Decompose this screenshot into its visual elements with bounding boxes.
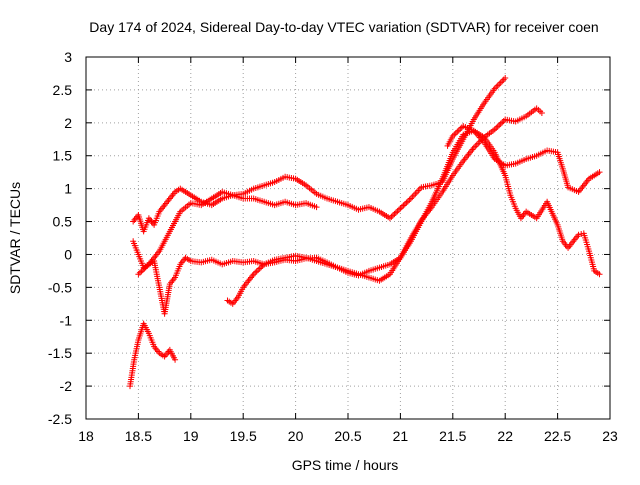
data-point xyxy=(449,132,456,139)
data-point-trail xyxy=(142,264,149,271)
data-point-trail xyxy=(141,265,148,272)
x-tick-label: 22 xyxy=(497,428,513,444)
data-point-trail xyxy=(139,266,146,273)
y-tick-label: 0.5 xyxy=(53,214,73,230)
chart-title: Day 174 of 2024, Sidereal Day-to-day VTE… xyxy=(89,19,598,35)
data-point xyxy=(250,271,257,278)
data-point-trail xyxy=(394,208,401,215)
data-point-trail xyxy=(392,209,399,216)
data-point-trail xyxy=(398,203,405,210)
y-tick-label: 0 xyxy=(64,246,72,262)
data-point-trail xyxy=(457,125,464,132)
data-point xyxy=(596,169,603,176)
y-tick-label: -0.5 xyxy=(48,279,72,295)
data-point-trail xyxy=(406,196,413,203)
x-tick-label: 18.5 xyxy=(125,428,152,444)
y-tick-label: -1.5 xyxy=(48,345,72,361)
satellite-track-5 xyxy=(224,105,545,307)
data-points xyxy=(127,75,603,390)
satellite-track-6 xyxy=(313,127,603,279)
x-tick-label: 20 xyxy=(288,428,304,444)
data-point-trail xyxy=(403,199,410,206)
x-tick-label: 21.5 xyxy=(439,428,466,444)
y-tick-label: 1.5 xyxy=(53,148,73,164)
x-tick-label: 19 xyxy=(183,428,199,444)
satellite-track-4 xyxy=(135,75,509,278)
data-point xyxy=(575,231,582,238)
data-point-trail xyxy=(252,269,259,276)
data-point-trail xyxy=(255,266,262,273)
y-tick-label: 3 xyxy=(64,49,72,65)
grid xyxy=(86,57,610,419)
data-point-trail xyxy=(401,201,408,208)
data-point-trail xyxy=(452,130,459,137)
satellite-track-3 xyxy=(130,185,320,235)
data-point-trail xyxy=(451,131,458,138)
x-tick-label: 20.5 xyxy=(334,428,361,444)
data-point-trail xyxy=(259,262,266,269)
y-tick-label: -2.5 xyxy=(48,411,72,427)
y-axis-label: SDTVAR / TECUs xyxy=(7,182,23,294)
data-point-trail xyxy=(400,202,407,209)
data-point-trail xyxy=(494,123,501,130)
y-tick-label: 1 xyxy=(64,181,72,197)
data-point-trail xyxy=(389,212,396,219)
data-point-trail xyxy=(395,206,402,213)
data-point xyxy=(386,215,393,222)
y-tick-label: -2 xyxy=(60,378,73,394)
data-point xyxy=(397,205,404,212)
y-tick-label: 2 xyxy=(64,115,72,131)
y-tick-label: -1 xyxy=(60,312,73,328)
data-point xyxy=(538,109,545,116)
data-point xyxy=(135,271,142,278)
satellite-track-7 xyxy=(444,123,603,278)
data-point xyxy=(502,75,509,82)
data-point-trail xyxy=(144,262,151,269)
data-point xyxy=(313,204,320,211)
data-point-trail xyxy=(497,120,504,127)
data-point-trail xyxy=(578,231,585,238)
data-point-trail xyxy=(258,264,265,271)
data-point xyxy=(491,126,498,133)
data-point xyxy=(596,271,603,278)
satellite-track-1 xyxy=(127,320,179,390)
data-point-trail xyxy=(455,127,462,134)
satellite-track-2 xyxy=(130,238,320,317)
data-point-trail xyxy=(256,265,263,272)
data-point-trail xyxy=(388,213,395,220)
data-point-trail xyxy=(136,269,143,276)
data-point-trail xyxy=(253,268,260,275)
x-tick-label: 18 xyxy=(78,428,94,444)
x-tick-label: 21 xyxy=(393,428,409,444)
x-tick-label: 23 xyxy=(602,428,618,444)
x-axis-label: GPS time / hours xyxy=(292,457,399,473)
data-point-trail xyxy=(391,211,398,218)
data-point-trail xyxy=(496,122,503,129)
x-tick-label: 22.5 xyxy=(544,428,571,444)
data-point xyxy=(172,356,179,363)
x-tick-label: 19.5 xyxy=(230,428,257,444)
data-point-trail xyxy=(404,198,411,205)
data-point-trail xyxy=(499,119,506,126)
data-point-trail xyxy=(138,268,145,275)
data-point-trail xyxy=(500,117,507,124)
y-tick-label: 2.5 xyxy=(53,82,73,98)
axis-ticks: 18 18.5 19 19.5 20 20.5 21 21.5 22 22.5 23-2.5-2-1… xyxy=(48,49,618,444)
data-point-trail xyxy=(493,124,500,131)
data-point-trail xyxy=(454,128,461,135)
